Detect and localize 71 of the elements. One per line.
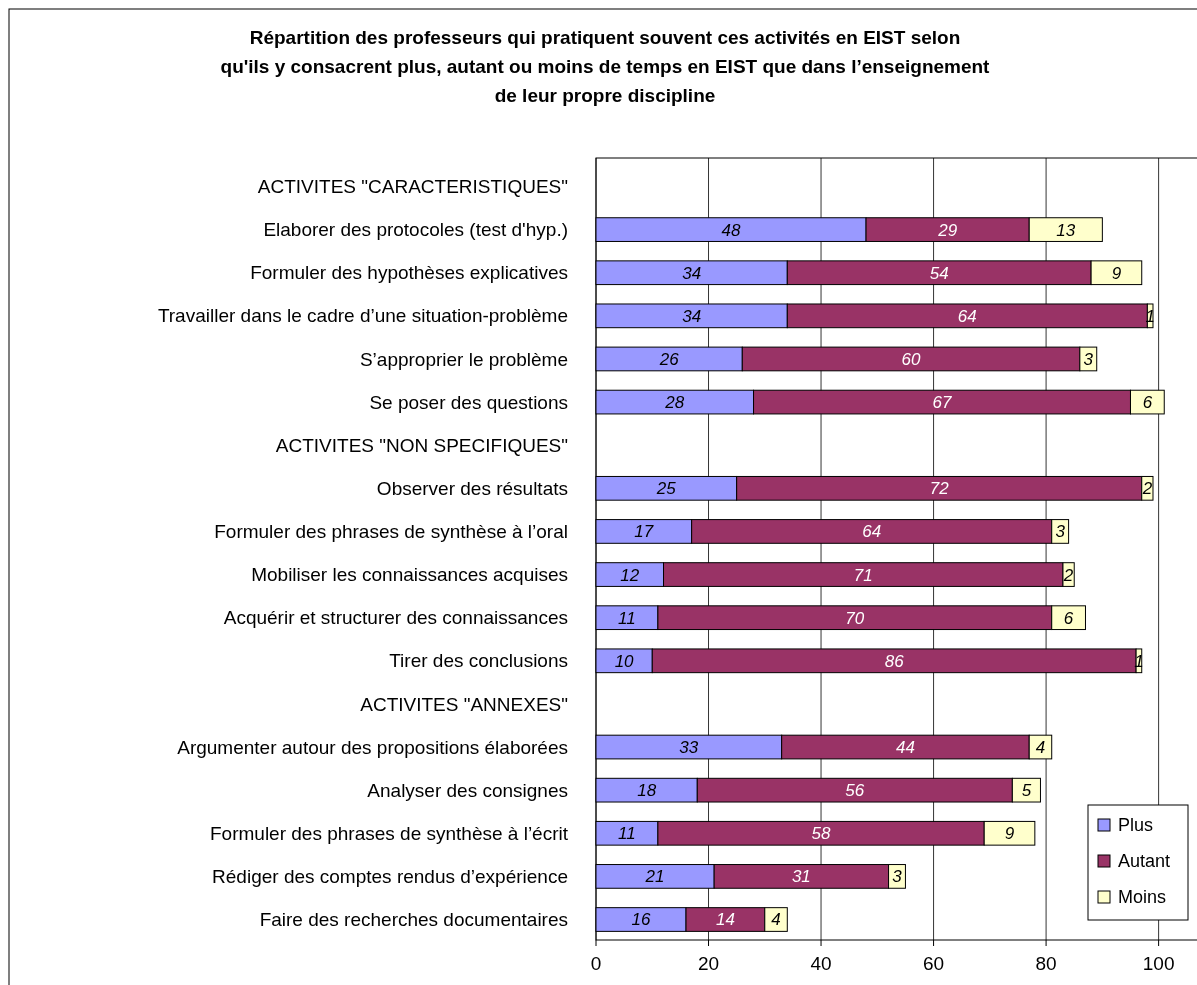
data-label: 64 — [862, 522, 882, 542]
data-label: 58 — [811, 824, 832, 844]
legend-label: Moins — [1118, 887, 1167, 908]
data-label: 34 — [682, 263, 702, 283]
data-label: 71 — [853, 565, 873, 585]
y-tick-label: Travailler dans le cadre d’une situation-problème — [157, 305, 568, 327]
x-tick-label: 20 — [697, 953, 720, 974]
data-label: 25 — [655, 479, 677, 499]
data-label: 70 — [845, 608, 865, 628]
data-label: 31 — [791, 867, 811, 887]
data-label: 2 — [1062, 565, 1074, 585]
data-label: 3 — [892, 867, 903, 887]
y-tick-label: Formuler des phrases de synthèse à l’écrit — [210, 822, 569, 844]
data-label: 28 — [664, 393, 685, 413]
data-label: 17 — [634, 522, 654, 542]
data-label: 4 — [1035, 737, 1046, 757]
data-label: 9 — [1111, 263, 1122, 283]
data-label: 72 — [929, 479, 950, 499]
y-tick-label: Argumenter autour des propositions élaborées — [177, 736, 568, 758]
x-tick-label: 80 — [1035, 953, 1057, 974]
data-label: 67 — [932, 393, 952, 413]
data-label: 18 — [637, 781, 657, 801]
data-label: 6 — [1063, 608, 1074, 628]
legend-label: Autant — [1118, 851, 1171, 872]
data-label: 4 — [771, 910, 781, 930]
y-tick-label: S’approprier le problème — [359, 348, 568, 370]
y-tick-label: Formuler des hypothèses explicatives — [250, 262, 568, 284]
data-label: 56 — [845, 781, 865, 801]
y-tick-label: Faire des recherches documentaires — [259, 909, 568, 931]
data-label: 33 — [679, 737, 699, 757]
y-tick-label: ACTIVITES "CARACTERISTIQUES" — [257, 176, 568, 198]
y-tick-label: Elaborer des protocoles (test d'hyp.) — [263, 219, 568, 241]
x-tick-label: 40 — [810, 953, 832, 974]
data-label: 11 — [618, 608, 636, 628]
data-label: 12 — [620, 565, 640, 585]
data-label: 16 — [631, 910, 651, 930]
chart-title: Répartition des professeurs qui pratiquent souvent ces activités en EIST selon qu'ils y consacrent plus, autant ou moins de temps en EIST que dans l’enseignement de leur propre discipline — [220, 27, 991, 106]
x-tick-label: 100 — [1142, 953, 1175, 974]
data-label: 11 — [618, 824, 636, 844]
y-tick-label: Acquérir et structurer des connaissances — [223, 607, 568, 629]
data-label: 9 — [1004, 824, 1015, 844]
y-tick-label: Tirer des conclusions — [389, 650, 568, 672]
data-label: 86 — [884, 651, 905, 671]
y-tick-label: ACTIVITES "NON SPECIFIQUES" — [275, 434, 568, 456]
y-tick-label: Rédiger des comptes rendus d’expérience — [212, 866, 568, 888]
x-tick-label: 0 — [590, 953, 602, 974]
data-label: 34 — [682, 306, 702, 326]
data-label: 5 — [1021, 781, 1032, 801]
data-label: 64 — [957, 306, 977, 326]
data-label: 60 — [901, 349, 922, 369]
data-label: 29 — [937, 220, 958, 240]
data-label: 10 — [614, 651, 635, 671]
data-label: 21 — [644, 867, 665, 887]
data-label: 14 — [715, 910, 735, 930]
data-label: 48 — [721, 220, 742, 240]
legend-label: Plus — [1118, 815, 1154, 836]
data-label: 3 — [1083, 349, 1094, 369]
y-tick-label: ACTIVITES "ANNEXES" — [360, 693, 568, 715]
data-label: 6 — [1142, 393, 1153, 413]
y-tick-label: Mobiliser les connaissances acquises — [251, 564, 568, 586]
y-tick-label: Observer des résultats — [376, 477, 568, 499]
x-tick-label: 60 — [923, 953, 945, 974]
data-label: 44 — [895, 737, 915, 757]
data-label: 54 — [929, 263, 949, 283]
y-tick-label: Analyser des consignes — [367, 779, 568, 801]
data-label: 3 — [1055, 522, 1066, 542]
data-label: 13 — [1056, 220, 1076, 240]
data-label: 2 — [1141, 479, 1153, 499]
y-tick-label: Se poser des questions — [369, 391, 568, 413]
y-tick-label: Formuler des phrases de synthèse à l’oral — [214, 521, 568, 543]
data-label: 26 — [658, 349, 680, 369]
